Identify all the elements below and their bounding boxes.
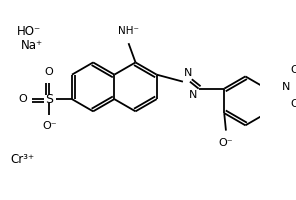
Text: Na⁺: Na⁺ [21, 39, 43, 52]
Text: NH⁻: NH⁻ [118, 26, 139, 36]
Text: O: O [45, 67, 54, 77]
Text: S: S [45, 93, 53, 106]
Text: HO⁻: HO⁻ [17, 25, 41, 38]
Text: O: O [290, 65, 296, 75]
Text: O⁻: O⁻ [42, 121, 57, 131]
Text: N: N [184, 68, 192, 78]
Text: O⁻: O⁻ [219, 138, 233, 148]
Text: N: N [189, 90, 197, 100]
Text: Cr³⁺: Cr³⁺ [10, 153, 34, 166]
Text: O: O [290, 99, 296, 109]
Text: N: N [281, 82, 290, 92]
Text: O: O [19, 94, 28, 104]
